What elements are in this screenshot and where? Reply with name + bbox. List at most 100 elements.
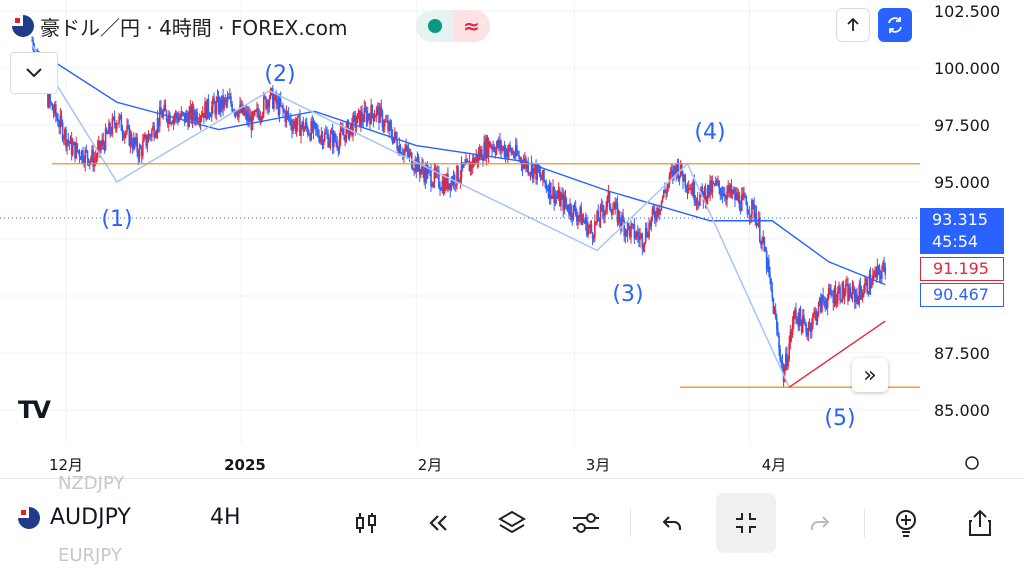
candle-body — [544, 180, 546, 184]
chart-type-button[interactable] — [336, 493, 396, 553]
candle-body — [218, 99, 221, 113]
approx-icon[interactable]: ≈ — [453, 10, 490, 42]
candle-body — [530, 163, 533, 173]
candle-body — [82, 150, 84, 162]
candle-body — [313, 121, 316, 124]
indicator-settings-button[interactable] — [556, 493, 616, 553]
candle-body — [226, 97, 229, 102]
rewind-icon — [429, 515, 447, 531]
candle-body — [56, 115, 58, 120]
candle-body — [640, 234, 642, 236]
candle-body — [103, 143, 106, 150]
candle-body — [546, 188, 549, 190]
candle-body — [749, 215, 752, 218]
collapse-legend-button[interactable] — [10, 52, 58, 94]
chart-area[interactable]: 102.500 100.000 97.500 95.000 87.500 85.000 12… — [0, 0, 1024, 478]
candle-body — [164, 104, 167, 111]
scroll-to-latest-button[interactable]: » — [852, 358, 888, 392]
candle-body — [441, 180, 444, 191]
undo-button[interactable] — [642, 493, 702, 553]
scroll-up-button[interactable] — [836, 8, 870, 42]
candle-body — [804, 322, 806, 324]
candle-body — [527, 162, 529, 174]
candle-body — [194, 116, 196, 121]
candle-body — [430, 170, 432, 186]
candle-body — [163, 104, 166, 112]
fullscreen-button[interactable] — [878, 8, 912, 42]
candle-body — [302, 121, 305, 132]
candle-body — [504, 149, 507, 157]
candle-body — [439, 187, 441, 190]
candle-body — [652, 208, 655, 212]
add-indicator-button[interactable] — [876, 493, 936, 553]
candle-body — [717, 181, 719, 183]
candle-body — [182, 112, 185, 114]
candle-body — [107, 132, 109, 135]
candle-body — [243, 112, 246, 115]
candle-body — [352, 115, 354, 136]
candle-body — [69, 137, 72, 144]
candle-body — [346, 121, 349, 127]
candle-body — [444, 178, 447, 189]
candle-body — [672, 170, 674, 178]
candle-body — [773, 309, 776, 314]
refresh-icon — [888, 17, 902, 33]
candle-body — [409, 152, 412, 154]
candle-body — [197, 121, 200, 123]
candle-body — [426, 168, 429, 179]
candle-body — [354, 115, 357, 128]
replay-button[interactable] — [408, 493, 468, 553]
candle-body — [152, 125, 154, 130]
candle-body — [511, 151, 514, 154]
candle-body — [144, 134, 146, 138]
layers-button[interactable] — [482, 493, 542, 553]
candle-body — [274, 93, 276, 100]
candle-body — [687, 187, 690, 192]
candle-body — [92, 149, 94, 167]
candle-body — [64, 129, 66, 138]
candle-body — [547, 189, 550, 198]
exit-fullscreen-button[interactable] — [716, 493, 776, 553]
time-axis-label: 12月 — [49, 456, 83, 474]
share-button[interactable] — [950, 493, 1010, 553]
candle-body — [644, 227, 647, 243]
candle-body — [826, 297, 829, 308]
candle-body — [389, 121, 392, 127]
price-chart[interactable]: 102.500 100.000 97.500 95.000 87.500 85.000 12… — [0, 0, 1024, 478]
candle-body — [748, 213, 751, 218]
redo-button[interactable] — [790, 493, 850, 553]
market-open-indicator[interactable] — [416, 10, 453, 42]
candle-body — [497, 140, 500, 149]
candle-body — [432, 183, 435, 187]
candle-body — [121, 130, 124, 135]
candle-body — [51, 103, 54, 111]
candle-body — [154, 135, 157, 138]
candle-body — [510, 148, 513, 154]
candle-body — [676, 162, 679, 176]
candle-body — [224, 98, 227, 100]
candle-body — [362, 120, 364, 122]
candle-body — [184, 113, 187, 123]
candle-body — [762, 237, 765, 240]
axis-settings-icon[interactable] — [965, 456, 979, 470]
candle-body — [716, 180, 718, 183]
candle-body — [353, 115, 355, 117]
trade-toggle[interactable]: ≈ — [416, 10, 490, 42]
candle-body — [873, 273, 875, 276]
candle-body — [857, 297, 859, 305]
candle-body — [123, 133, 126, 139]
candle-body — [331, 130, 334, 148]
candle-body — [581, 218, 584, 225]
candle-body — [320, 134, 323, 138]
candle-body — [381, 110, 384, 128]
candle-body — [692, 181, 694, 196]
candle-body — [670, 170, 673, 174]
candle-body — [777, 329, 779, 336]
symbol-selector[interactable]: AUDJPY — [18, 505, 131, 530]
candle-body — [673, 165, 675, 178]
candle-body — [759, 218, 761, 242]
timeframe-selector[interactable]: 4H — [210, 505, 241, 530]
candle-body — [160, 107, 162, 115]
candle-body — [388, 121, 390, 131]
candle-body — [809, 323, 812, 332]
